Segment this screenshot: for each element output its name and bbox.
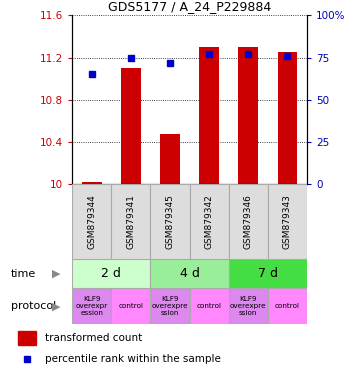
Text: control: control (118, 303, 143, 309)
Bar (151, 259, 229, 288)
Text: GSM879344: GSM879344 (87, 194, 96, 249)
Text: control: control (275, 303, 300, 309)
Text: KLF9
overexpre
ssion: KLF9 overexpre ssion (230, 296, 266, 316)
Text: 2 d: 2 d (101, 267, 121, 280)
Bar (72, 259, 151, 288)
Text: KLF9
overexpr
ession: KLF9 overexpr ession (75, 296, 108, 316)
Bar (82, 182, 101, 184)
Bar (72, 288, 111, 324)
Text: GSM879343: GSM879343 (283, 194, 292, 249)
Bar (111, 288, 151, 324)
Bar (229, 259, 307, 288)
Text: 4 d: 4 d (179, 267, 200, 280)
Bar (238, 47, 258, 184)
Title: GDS5177 / A_24_P229884: GDS5177 / A_24_P229884 (108, 0, 271, 13)
Bar (268, 184, 307, 259)
Text: percentile rank within the sample: percentile rank within the sample (45, 354, 221, 364)
Bar (151, 288, 190, 324)
Bar (121, 68, 141, 184)
Text: transformed count: transformed count (45, 333, 142, 343)
Text: GSM879342: GSM879342 (205, 194, 214, 249)
Bar (18, 331, 36, 346)
Bar (160, 134, 180, 184)
Text: protocol: protocol (11, 301, 56, 311)
Bar (151, 184, 190, 259)
Text: control: control (197, 303, 222, 309)
Text: 7 d: 7 d (258, 267, 278, 280)
Bar (190, 184, 229, 259)
Bar (111, 184, 151, 259)
Text: ▶: ▶ (52, 268, 60, 279)
Bar (72, 184, 111, 259)
Bar (268, 288, 307, 324)
Bar (199, 47, 219, 184)
Text: ▶: ▶ (52, 301, 60, 311)
Bar (229, 288, 268, 324)
Text: GSM879345: GSM879345 (165, 194, 174, 249)
Bar (229, 184, 268, 259)
Text: GSM879341: GSM879341 (126, 194, 135, 249)
Text: GSM879346: GSM879346 (244, 194, 253, 249)
Bar (278, 52, 297, 184)
Text: time: time (11, 268, 36, 279)
Text: KLF9
overexpre
ssion: KLF9 overexpre ssion (152, 296, 188, 316)
Bar (190, 288, 229, 324)
